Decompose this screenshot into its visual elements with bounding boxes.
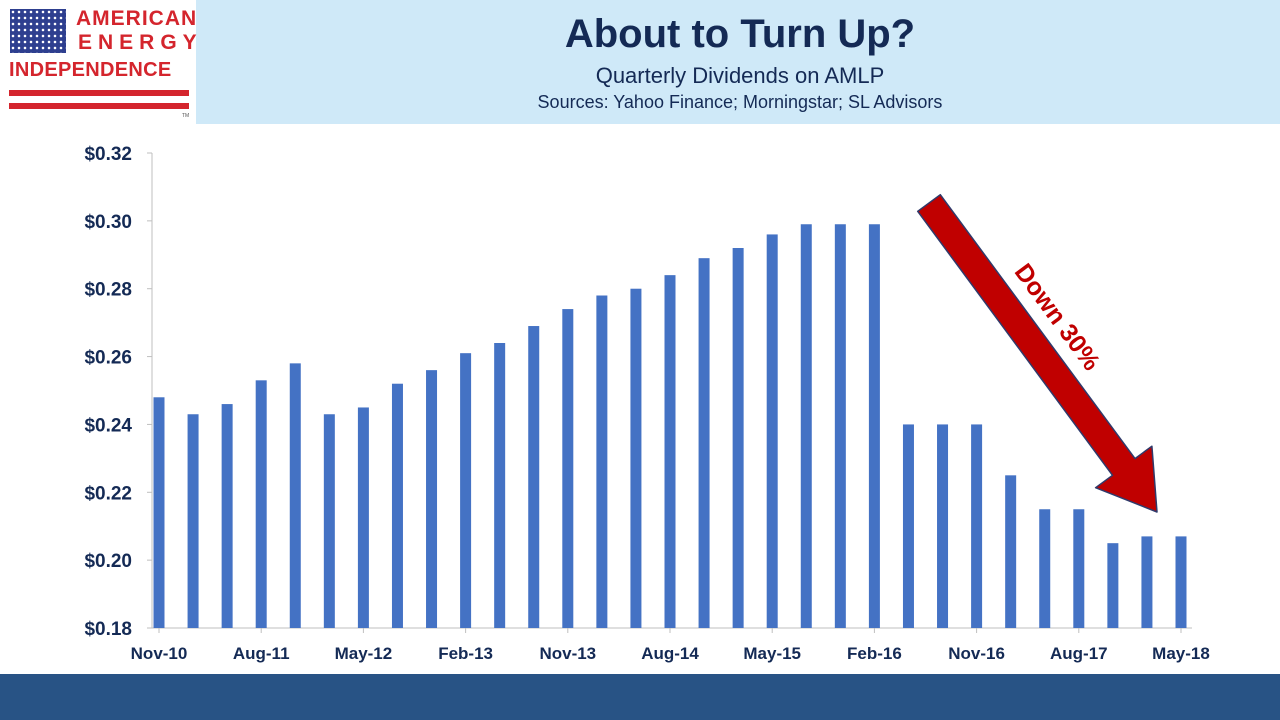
bar-Aug-12 [391,383,403,628]
bar-May-18 [1175,536,1187,628]
y-tick-label: $0.28 [84,280,132,301]
x-tick-label: May-12 [335,644,393,663]
bar-Nov-15 [834,224,846,628]
y-tick-label: $0.20 [84,551,132,572]
bar-Nov-10 [153,397,165,628]
bar-Feb-14 [596,295,608,628]
bar-May-14 [630,288,642,628]
x-tick-label: Feb-16 [847,644,902,663]
bar-Aug-11 [255,380,267,628]
tick-labels: $0.18 $0.20 $0.22 $0.24 $0.26 $0.28 $0.30 $0.32… [84,144,1209,663]
bar-Feb-11 [187,414,199,628]
down-arrow-icon [916,193,1158,513]
y-tick-label: $0.26 [84,348,132,369]
logo-trademark: TM [182,113,190,119]
bar-May-17 [1039,509,1051,628]
logo-stripe [9,90,189,96]
x-tick-label: Nov-10 [131,644,188,663]
bar-Aug-14 [664,275,676,628]
bar-Nov-16 [971,424,983,628]
chart-sources: Sources: Yahoo Finance; Morningstar; SL … [537,92,943,112]
down-arrow-annotation: Down 30% [916,193,1158,513]
y-tick-label: $0.30 [84,212,132,233]
chart-title: About to Turn Up? [564,12,916,56]
x-tick-label: Nov-16 [948,644,1005,663]
logo-stripe [9,103,189,109]
bar-May-11 [221,404,233,628]
bar-May-16 [902,424,914,628]
bar-Nov-11 [289,363,301,628]
x-tick-label: Aug-14 [641,644,699,663]
logo-line-1: AMERICAN [76,7,198,30]
bar-Feb-15 [732,248,744,628]
bar-Aug-17 [1073,509,1085,628]
bar-Nov-13 [562,309,574,628]
bar-Aug-15 [800,224,812,628]
logo-line-3: INDEPENDENCE [9,59,172,81]
bar-Nov-14 [698,258,710,628]
x-tick-label: Aug-11 [233,644,290,663]
y-tick-label: $0.18 [84,619,132,640]
y-tick-label: $0.22 [84,483,132,504]
bar-May-15 [766,234,778,628]
bar-Feb-17 [1005,475,1017,628]
x-tick-label: May-18 [1152,644,1210,663]
x-tick-label: Nov-13 [539,644,596,663]
y-tick-label: $0.32 [84,144,132,165]
dividends-bar-chart: $0.18 $0.20 $0.22 $0.24 $0.26 $0.28 $0.30 $0.32… [84,144,1209,663]
x-tick-label: May-15 [743,644,801,663]
logo-line-2: ENERGY [78,31,203,54]
bar-Feb-12 [323,414,335,628]
bar-Feb-16 [868,224,880,628]
chart-subtitle: Quarterly Dividends on AMLP [595,63,885,88]
bar-May-12 [357,407,369,628]
footer-band [0,674,1280,720]
bar-Feb-18 [1141,536,1153,628]
header-band [196,0,1280,124]
bar-series [153,224,1187,628]
y-tick-label: $0.24 [84,415,132,436]
bar-Nov-17 [1107,543,1119,628]
bar-Aug-13 [528,326,540,628]
bar-Nov-12 [426,370,438,628]
american-energy-independence-logo: AMERICAN ENERGY INDEPENDENCE TM [0,0,198,124]
bar-Aug-16 [937,424,949,628]
bar-May-13 [494,343,506,628]
us-flag-icon [10,9,66,53]
x-tick-label: Feb-13 [438,644,493,663]
bar-Feb-13 [460,353,472,628]
x-tick-label: Aug-17 [1050,644,1108,663]
